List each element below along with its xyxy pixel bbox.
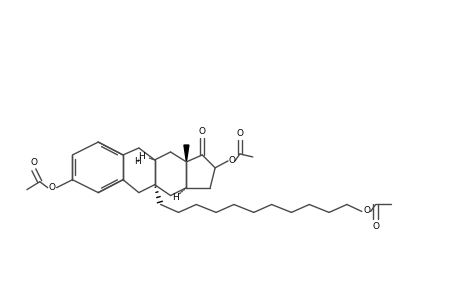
Text: O: O (363, 206, 369, 215)
Text: H: H (172, 193, 179, 202)
Text: H: H (134, 158, 141, 166)
Text: H: H (138, 152, 145, 161)
Text: O: O (228, 156, 235, 165)
Text: O: O (48, 183, 55, 192)
Text: O: O (30, 158, 37, 167)
Polygon shape (184, 145, 189, 162)
Text: O: O (198, 127, 205, 136)
Text: O: O (236, 129, 243, 138)
Text: O: O (371, 222, 378, 231)
